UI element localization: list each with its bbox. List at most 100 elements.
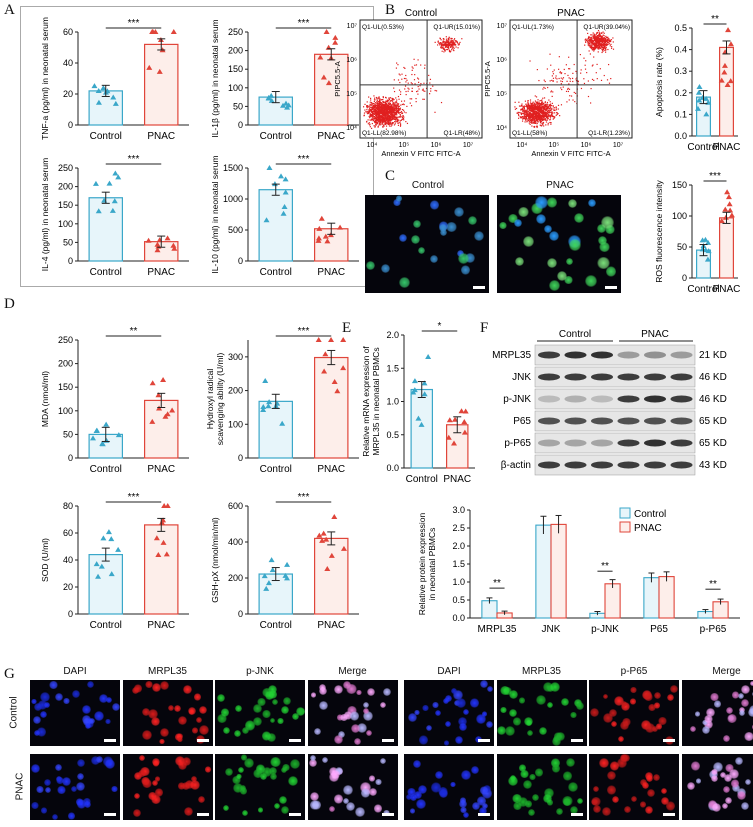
event-dot	[386, 109, 388, 111]
event-dot	[543, 108, 545, 110]
event-dot	[542, 112, 544, 114]
wb-band	[591, 373, 613, 381]
data-point	[115, 174, 122, 180]
cell	[543, 794, 552, 803]
cell	[154, 776, 161, 783]
event-dot	[525, 116, 528, 118]
event-dot	[398, 119, 400, 121]
event-dot	[396, 106, 398, 108]
event-dot	[420, 83, 422, 85]
event-dot	[605, 51, 607, 53]
event-dot	[387, 105, 389, 108]
event-dot	[529, 119, 531, 121]
event-dot	[596, 40, 598, 42]
event-dot	[398, 103, 400, 105]
event-dot	[373, 112, 375, 115]
cell	[639, 801, 647, 808]
event-dot	[373, 111, 375, 113]
cell	[518, 697, 526, 704]
event-dot	[577, 81, 579, 83]
event-dot	[601, 50, 604, 52]
event-dot	[394, 111, 397, 114]
cell	[329, 806, 335, 812]
data-point	[278, 173, 285, 179]
y-tick-label: 40	[63, 58, 73, 68]
wb-band	[644, 461, 666, 469]
cell	[479, 786, 489, 795]
event-dot	[374, 126, 376, 128]
event-dot	[528, 105, 530, 108]
event-dot	[421, 89, 424, 91]
event-dot	[592, 64, 594, 66]
event-dot	[387, 118, 389, 120]
y-tick-label: 10⁶	[496, 57, 507, 64]
event-dot	[555, 114, 557, 116]
cell	[262, 709, 271, 719]
event-dot	[527, 115, 529, 117]
event-dot	[567, 90, 570, 93]
event-dot	[398, 116, 401, 118]
event-dot	[377, 125, 379, 128]
event-dot	[383, 109, 385, 111]
event-dot	[380, 118, 382, 120]
event-dot	[395, 101, 397, 103]
event-dot	[521, 120, 524, 122]
event-dot	[441, 42, 443, 44]
cell	[362, 701, 370, 709]
event-dot	[375, 120, 377, 122]
event-dot	[549, 121, 551, 124]
cell	[463, 708, 470, 715]
event-dot	[379, 122, 381, 125]
wb-strip	[534, 454, 696, 476]
event-dot	[521, 103, 523, 105]
data-point	[462, 408, 469, 414]
cell	[661, 788, 667, 795]
event-dot	[524, 117, 526, 120]
cell	[33, 715, 42, 724]
event-dot	[378, 116, 380, 118]
event-dot	[541, 101, 544, 103]
event-dot	[600, 44, 602, 46]
event-dot	[605, 39, 607, 41]
event-dot	[452, 44, 455, 46]
event-dot	[443, 40, 445, 42]
event-dot	[588, 40, 590, 42]
cell	[478, 807, 488, 816]
event-dot	[530, 119, 532, 121]
event-dot	[521, 116, 523, 118]
y-axis-label: IL-10 (pg/ml) in neonatal serum	[210, 155, 220, 273]
event-dot	[529, 60, 531, 62]
event-dot	[525, 115, 527, 118]
data-point	[100, 85, 107, 91]
cell	[160, 727, 170, 737]
event-dot	[369, 107, 371, 109]
event-dot	[410, 82, 412, 84]
event-dot	[540, 120, 542, 122]
event-dot	[592, 32, 594, 34]
y-tick-label: 500	[228, 225, 243, 235]
cell	[44, 787, 51, 794]
event-dot	[390, 111, 392, 113]
cell	[395, 195, 403, 202]
scale-bar	[381, 813, 394, 816]
data-point	[105, 529, 112, 535]
event-dot	[378, 104, 380, 106]
event-dot	[550, 122, 552, 124]
event-dot	[440, 43, 442, 46]
cell	[585, 275, 597, 288]
event-dot	[399, 116, 401, 118]
event-dot	[370, 127, 373, 129]
event-dot	[389, 121, 391, 123]
event-dot	[396, 101, 398, 103]
event-dot	[597, 43, 600, 45]
event-dot	[534, 106, 536, 108]
cell	[363, 707, 369, 714]
event-dot	[598, 46, 601, 48]
event-dot	[546, 101, 549, 104]
cell	[57, 786, 66, 795]
data-point	[261, 573, 268, 579]
cell	[446, 221, 458, 233]
event-dot	[391, 118, 393, 120]
cell	[44, 702, 51, 708]
